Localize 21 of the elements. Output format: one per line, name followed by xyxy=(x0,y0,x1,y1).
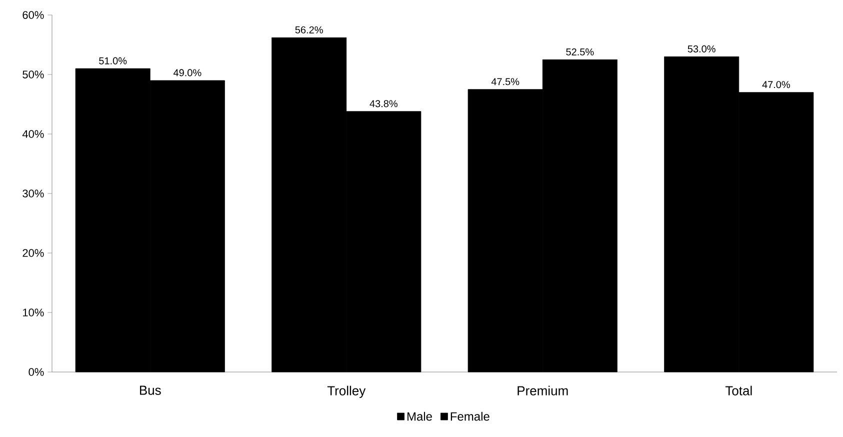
legend-label: Female xyxy=(450,412,490,421)
x-tick-label: Premium xyxy=(518,386,568,396)
x-tick-label: Bus xyxy=(140,386,161,395)
data-label: 43.8% xyxy=(370,100,398,108)
data-label: 53.0% xyxy=(688,45,716,52)
data-label: 47.0% xyxy=(762,81,790,88)
data-label: 47.5% xyxy=(491,78,520,86)
y-tick-label: 0% xyxy=(28,368,44,376)
x-tick-label: Total xyxy=(725,386,752,396)
data-label: 52.5% xyxy=(566,48,594,56)
data-label: 49.0% xyxy=(173,69,202,76)
y-tick-label: 60% xyxy=(22,11,44,19)
y-tick-label: 30% xyxy=(22,190,44,198)
y-tick-label: 10% xyxy=(23,308,44,316)
y-tick-label: 20% xyxy=(22,249,44,257)
x-tick-label: Trolley xyxy=(327,386,366,398)
data-label: 51.0% xyxy=(99,57,127,64)
y-tick-label: 40% xyxy=(22,130,44,138)
y-tick-label: 50% xyxy=(22,70,44,78)
legend-label: Male xyxy=(407,412,432,421)
data-label: 56.2% xyxy=(295,26,323,34)
